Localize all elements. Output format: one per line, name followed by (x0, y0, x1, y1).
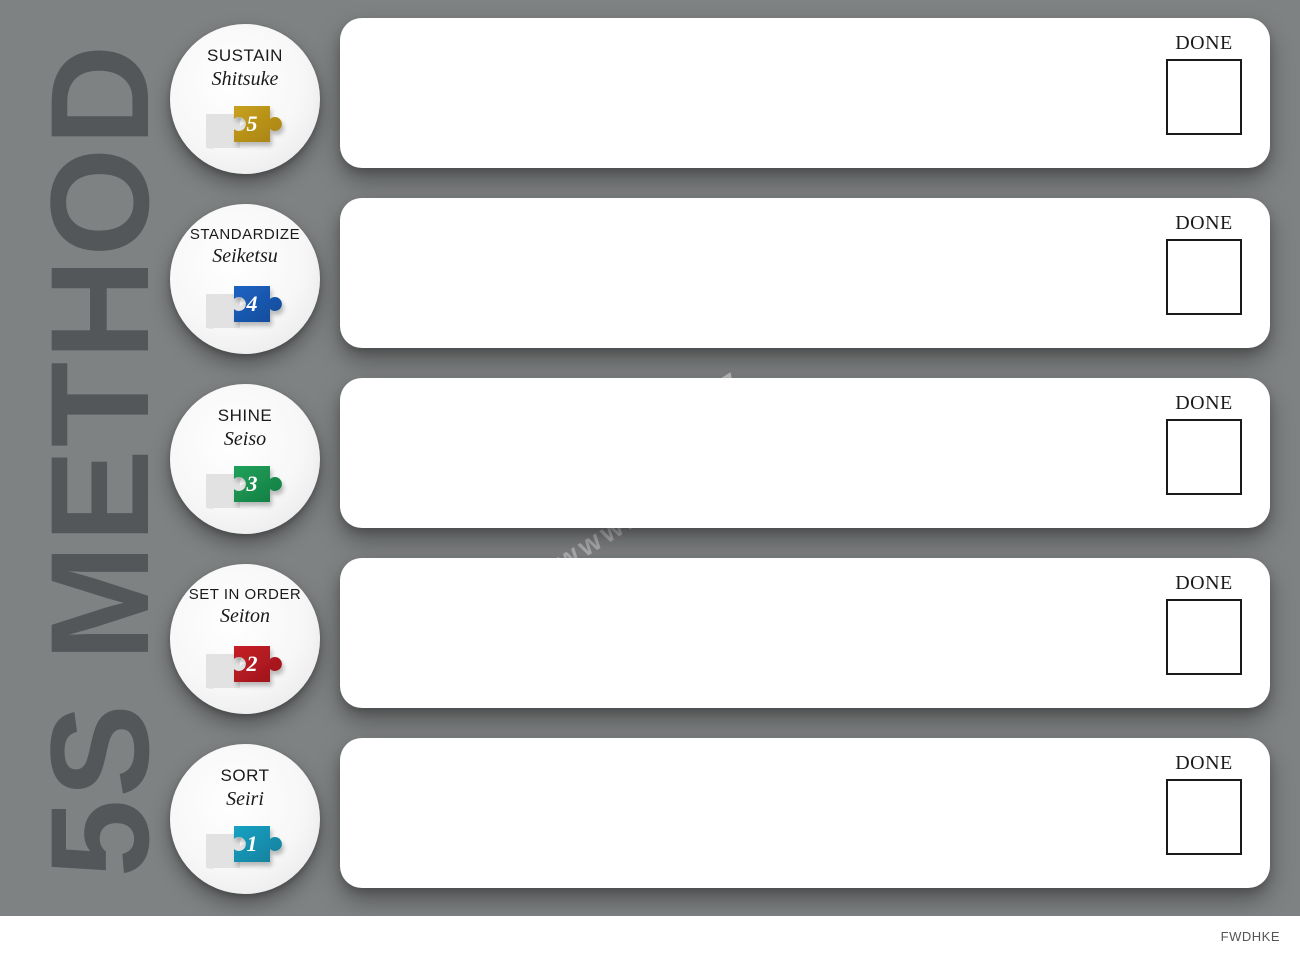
content-bar: DONE (340, 558, 1270, 708)
japanese-label: Seiri (170, 788, 320, 811)
step-badge: SORT Seiri 1 (170, 744, 320, 894)
done-label: DONE (1166, 32, 1242, 55)
done-block: DONE (1166, 392, 1242, 495)
done-label: DONE (1166, 392, 1242, 415)
step-badge: STANDARDIZE Seiketsu 4 (170, 204, 320, 354)
done-checkbox[interactable] (1166, 419, 1242, 495)
content-bar: DONE (340, 738, 1270, 888)
done-checkbox[interactable] (1166, 239, 1242, 315)
english-label: SORT (170, 766, 320, 786)
content-bar: DONE (340, 18, 1270, 168)
done-block: DONE (1166, 572, 1242, 675)
footer-bar: FWDHKE (0, 916, 1300, 956)
done-block: DONE (1166, 212, 1242, 315)
step-row: SHINE Seiso 3 (170, 378, 1278, 546)
done-block: DONE (1166, 32, 1242, 135)
step-row: SET IN ORDER Seiton 2 (170, 558, 1278, 726)
content-bar: DONE (340, 378, 1270, 528)
step-badge: SUSTAIN Shitsuke 5 (170, 24, 320, 174)
badge-text: STANDARDIZE Seiketsu (170, 226, 320, 268)
done-checkbox[interactable] (1166, 59, 1242, 135)
badge-text: SHINE Seiso (170, 406, 320, 451)
svg-text:5: 5 (247, 111, 258, 136)
done-checkbox[interactable] (1166, 599, 1242, 675)
content-bar: DONE (340, 198, 1270, 348)
puzzle-icon: 4 (200, 276, 290, 346)
japanese-label: Seiketsu (170, 245, 320, 268)
puzzle-icon: 5 (200, 96, 290, 166)
english-label: STANDARDIZE (170, 226, 320, 243)
english-label: SUSTAIN (170, 46, 320, 66)
step-badge: SHINE Seiso 3 (170, 384, 320, 534)
japanese-label: Seiton (170, 605, 320, 628)
done-label: DONE (1166, 572, 1242, 595)
infographic-canvas: 5S METHOD alamy www.alamy.com SUSTAIN Sh… (0, 0, 1300, 916)
step-row: SUSTAIN Shitsuke 5 (170, 18, 1278, 186)
steps-container: SUSTAIN Shitsuke 5 (170, 18, 1278, 918)
japanese-label: Seiso (170, 428, 320, 451)
step-row: STANDARDIZE Seiketsu 4 (170, 198, 1278, 366)
done-block: DONE (1166, 752, 1242, 855)
badge-text: SORT Seiri (170, 766, 320, 811)
svg-text:1: 1 (247, 831, 258, 856)
badge-text: SUSTAIN Shitsuke (170, 46, 320, 91)
puzzle-icon: 2 (200, 636, 290, 706)
svg-text:3: 3 (246, 471, 258, 496)
svg-text:2: 2 (246, 651, 258, 676)
done-label: DONE (1166, 212, 1242, 235)
done-label: DONE (1166, 752, 1242, 775)
badge-text: SET IN ORDER Seiton (170, 586, 320, 628)
japanese-label: Shitsuke (170, 68, 320, 91)
image-id: FWDHKE (1221, 929, 1280, 944)
english-label: SET IN ORDER (170, 586, 320, 603)
step-badge: SET IN ORDER Seiton 2 (170, 564, 320, 714)
done-checkbox[interactable] (1166, 779, 1242, 855)
title-5s-method: 5S METHOD (30, 43, 170, 878)
step-row: SORT Seiri 1 (170, 738, 1278, 906)
svg-text:4: 4 (246, 291, 258, 316)
puzzle-icon: 3 (200, 456, 290, 526)
english-label: SHINE (170, 406, 320, 426)
puzzle-icon: 1 (200, 816, 290, 886)
